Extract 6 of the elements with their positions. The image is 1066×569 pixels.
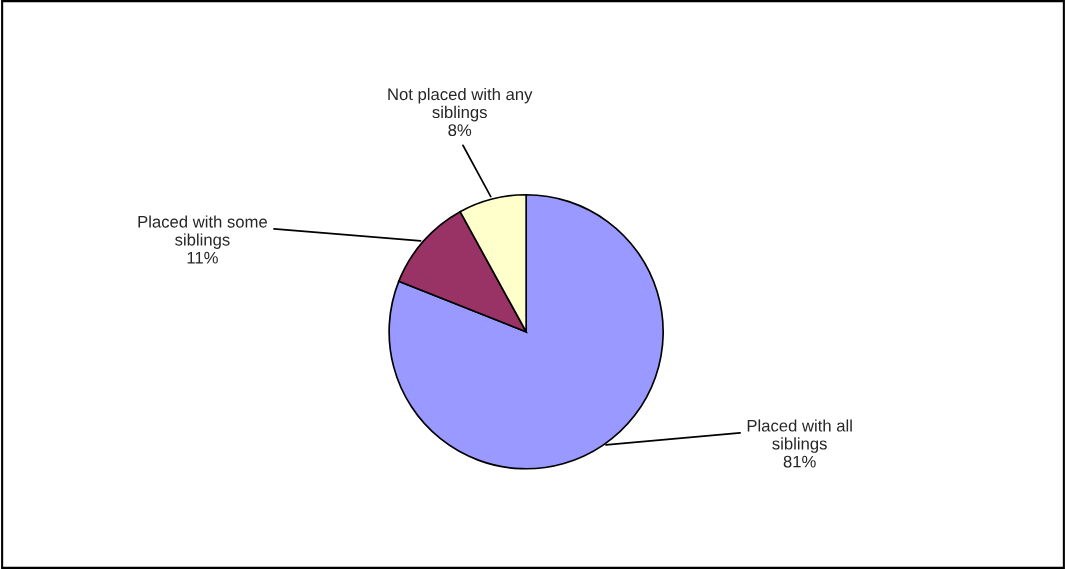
slice-label: Placed with all siblings xyxy=(747,419,852,453)
data-label: 81% xyxy=(783,455,816,468)
slice-label: Placed with some siblings xyxy=(138,215,267,249)
data-label: 8% xyxy=(448,124,472,137)
data-label: 11% xyxy=(187,251,218,264)
slice-label: Not placed with any siblings xyxy=(388,87,533,122)
